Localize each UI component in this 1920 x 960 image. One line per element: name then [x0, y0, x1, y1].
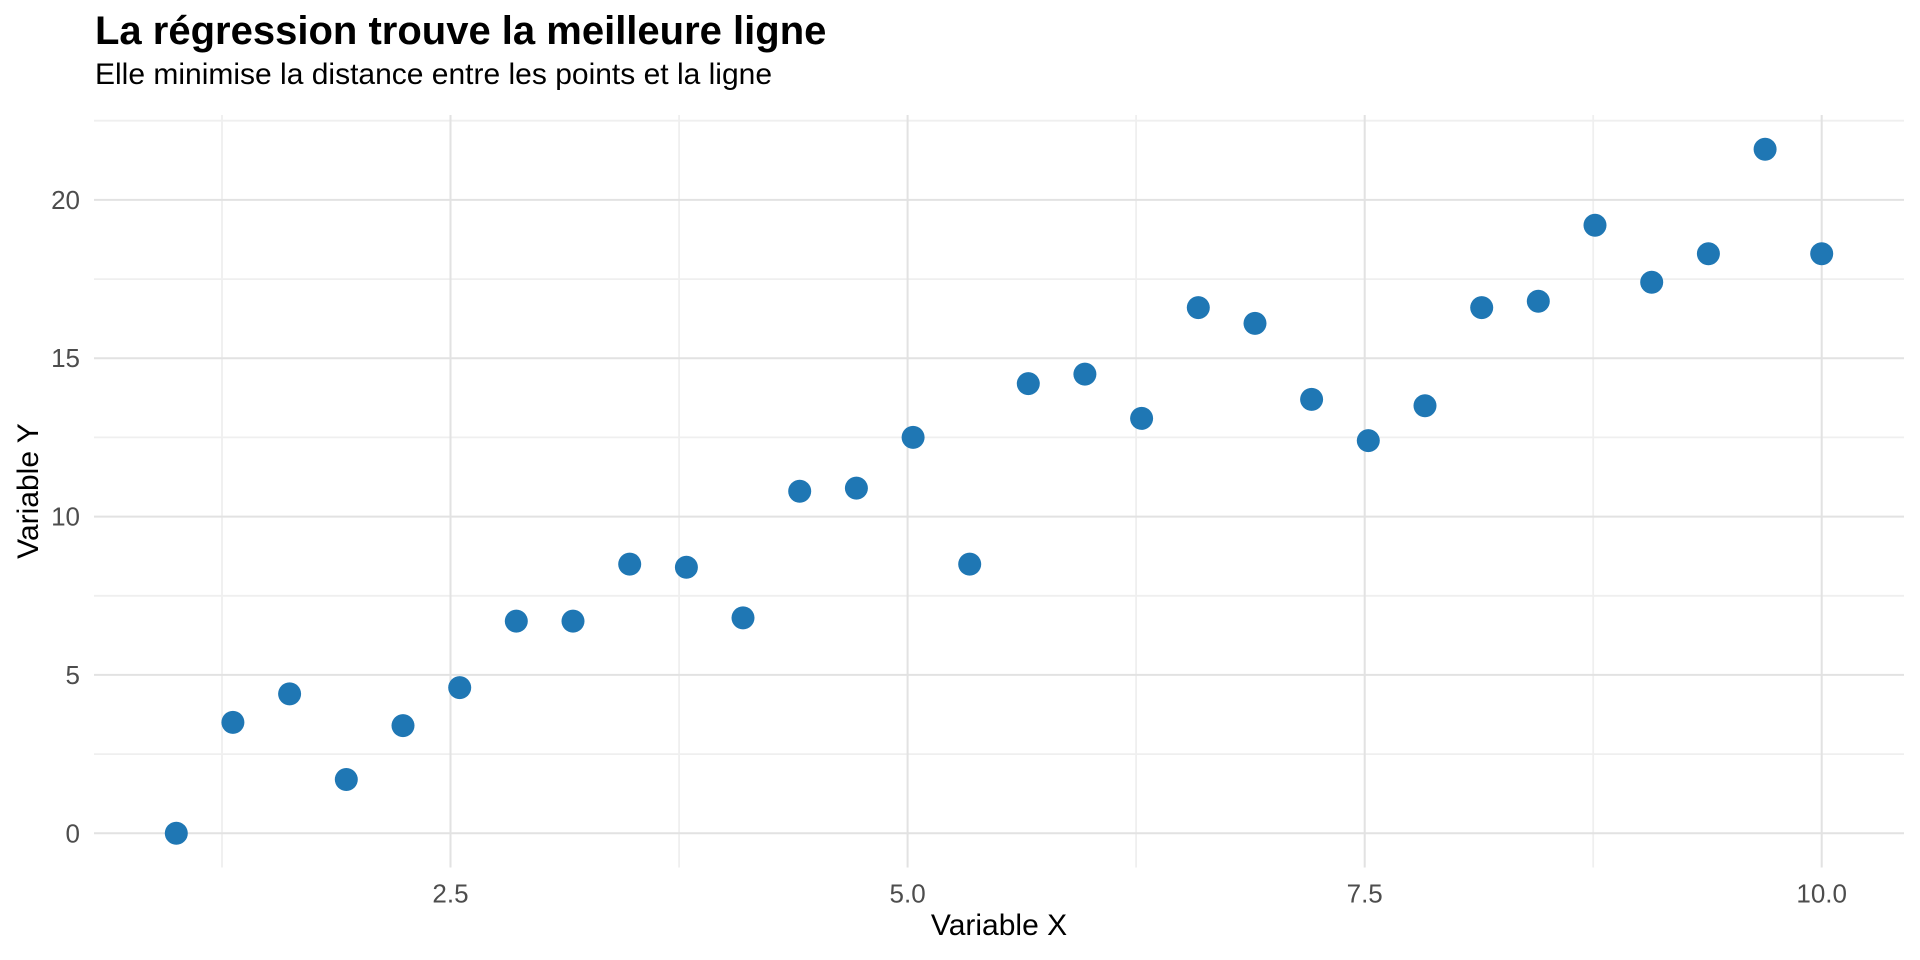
- chart-title: La régression trouve la meilleure ligne: [95, 9, 827, 53]
- data-point: [1356, 429, 1380, 453]
- data-point: [1073, 362, 1097, 386]
- data-point: [561, 609, 585, 633]
- y-tick-label: 20: [51, 185, 80, 215]
- y-axis-title: Variable Y: [12, 423, 45, 559]
- y-tick-label: 15: [51, 343, 80, 373]
- data-point: [1243, 311, 1267, 335]
- x-tick-label: 10.0: [1796, 879, 1847, 909]
- data-point: [1413, 394, 1437, 418]
- data-point: [278, 682, 302, 706]
- data-point: [1810, 242, 1834, 266]
- data-point: [1640, 270, 1664, 294]
- data-point: [901, 425, 925, 449]
- data-point: [674, 555, 698, 579]
- data-point: [618, 552, 642, 576]
- data-point: [731, 606, 755, 630]
- data-point: [504, 609, 528, 633]
- data-point: [448, 676, 472, 700]
- data-point: [1130, 406, 1154, 430]
- x-tick-label: 7.5: [1347, 879, 1383, 909]
- chart-subtitle: Elle minimise la distance entre les poin…: [95, 58, 773, 91]
- data-point: [1300, 387, 1324, 411]
- data-point: [1526, 289, 1550, 313]
- x-axis-title: Variable X: [931, 909, 1067, 942]
- data-point: [1753, 137, 1777, 161]
- data-point: [221, 710, 245, 734]
- x-tick-label: 5.0: [890, 879, 926, 909]
- data-point: [164, 821, 188, 845]
- data-point: [334, 768, 358, 791]
- data-point: [788, 479, 812, 503]
- data-point: [958, 552, 982, 576]
- y-tick-label: 0: [66, 818, 80, 848]
- data-point: [391, 714, 415, 738]
- data-point: [1470, 296, 1494, 320]
- x-tick-label: 2.5: [432, 879, 468, 909]
- data-point: [844, 476, 868, 500]
- y-tick-label: 5: [66, 660, 80, 690]
- data-point: [1696, 242, 1720, 266]
- y-tick-label: 10: [51, 502, 80, 532]
- data-point: [1583, 213, 1607, 237]
- data-point: [1016, 372, 1040, 396]
- data-point: [1186, 296, 1210, 320]
